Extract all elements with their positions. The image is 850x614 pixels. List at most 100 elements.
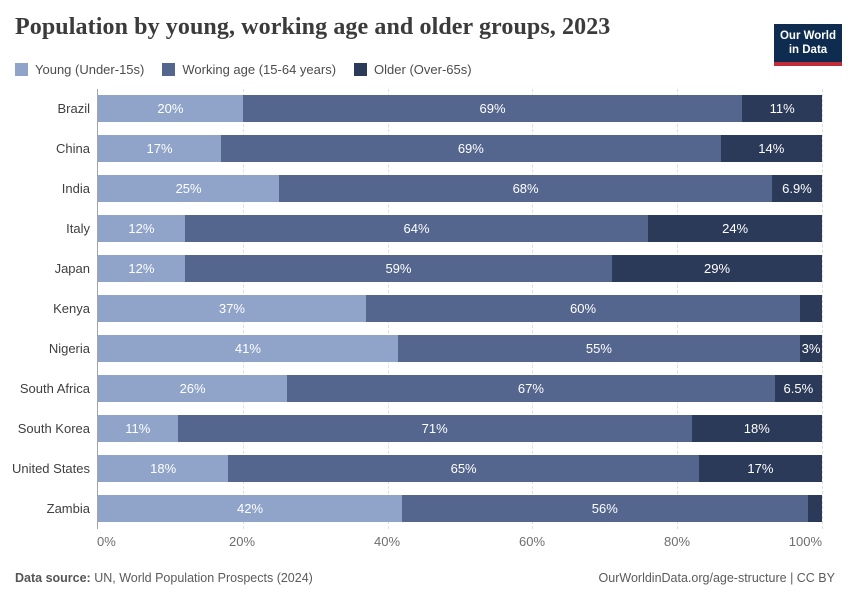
bar-segment[interactable]: 20% xyxy=(98,95,243,122)
bar-segment[interactable]: 59% xyxy=(184,255,613,282)
chart-row: United States 18% 65% 17% xyxy=(12,449,822,489)
chart-row: China 17% 69% 14% xyxy=(56,129,822,169)
category-label: India xyxy=(61,181,90,196)
legend-item[interactable]: Older (Over-65s) xyxy=(354,62,472,77)
bar-value-label: 14% xyxy=(758,141,785,156)
bar-segment[interactable]: 6.9% xyxy=(771,175,822,202)
data-source-note: Data source: UN, World Population Prospe… xyxy=(15,571,313,585)
bar-value-label: 25% xyxy=(175,181,202,196)
bar-segment[interactable]: 25% xyxy=(98,175,280,202)
bar-value-label: 37% xyxy=(218,301,245,316)
owid-logo[interactable]: Our World in Data xyxy=(774,24,842,66)
bar-value-label: 20% xyxy=(157,101,184,116)
bar-segment[interactable]: 3% xyxy=(800,335,822,362)
bar-segment[interactable]: 71% xyxy=(177,415,692,442)
bar-segment[interactable]: 55% xyxy=(397,335,801,362)
stacked-bar: 25% 68% 6.9% xyxy=(98,175,822,202)
chart-row: Nigeria 41% 55% 3% xyxy=(49,329,822,369)
legend-label: Young (Under-15s) xyxy=(35,62,145,77)
bar-segment[interactable]: 11% xyxy=(98,415,178,442)
legend-item[interactable]: Young (Under-15s) xyxy=(15,62,144,77)
stacked-bar: 42% 56% xyxy=(98,495,822,522)
bar-value-label: 42% xyxy=(237,501,264,516)
bar-segment[interactable]: 64% xyxy=(184,215,649,242)
bar-value-label: 59% xyxy=(385,261,412,276)
bar-segment[interactable]: 65% xyxy=(228,455,699,482)
stacked-bar: 12% 64% 24% xyxy=(98,215,822,242)
legend: Young (Under-15s) Working age (15-64 year… xyxy=(15,62,835,77)
category-label: United States xyxy=(11,461,90,476)
x-tick-label: 60% xyxy=(518,534,546,549)
stacked-bar: 26% 67% 6.5% xyxy=(98,375,822,402)
category-label: Japan xyxy=(54,261,90,276)
stacked-bar: 18% 65% 17% xyxy=(98,455,822,482)
x-tick-label: 0% xyxy=(97,534,116,549)
bar-segment[interactable]: 18% xyxy=(98,455,229,482)
chart-row: India 25% 68% 6.9% xyxy=(62,169,822,209)
bar-segment[interactable]: 6.5% xyxy=(774,375,822,402)
stacked-bar: 11% 71% 18% xyxy=(98,415,822,442)
legend-label: Working age (15-64 years) xyxy=(182,62,337,77)
bar-segment[interactable]: 12% xyxy=(98,215,185,242)
bar-segment[interactable]: 26% xyxy=(98,375,288,402)
bar-value-label: 56% xyxy=(591,501,618,516)
bar-segment[interactable]: 42% xyxy=(98,495,403,522)
stacked-bar-chart: Brazil 20% 69% 11% China 17% 69% 14% India 25% 68%… xyxy=(12,89,823,529)
bar-segment[interactable]: 24% xyxy=(648,215,822,242)
bar-value-label: 11% xyxy=(125,421,151,436)
bar-segment[interactable]: 69% xyxy=(221,135,721,162)
bar-segment[interactable]: 67% xyxy=(287,375,775,402)
bar-value-label: 69% xyxy=(457,141,484,156)
category-label: Brazil xyxy=(57,101,90,116)
bar-value-label: 17% xyxy=(146,141,173,156)
bar-value-label: 12% xyxy=(128,221,155,236)
category-label: Kenya xyxy=(53,301,90,316)
chart-row: Italy 12% 64% 24% xyxy=(66,209,822,249)
chart-row: Kenya 37% 60% xyxy=(53,289,822,329)
bar-segment[interactable]: 12% xyxy=(98,255,185,282)
legend-swatch-icon xyxy=(15,63,28,76)
bar-value-label: 18% xyxy=(743,421,770,436)
data-source-value: UN, World Population Prospects (2024) xyxy=(90,571,313,585)
bar-segment[interactable]: 18% xyxy=(691,415,822,442)
bar-value-label: 60% xyxy=(570,301,597,316)
chart-row: Japan 12% 59% 29% xyxy=(55,249,822,289)
bar-segment[interactable]: 29% xyxy=(612,255,822,282)
bar-segment[interactable]: 60% xyxy=(365,295,801,322)
chart-row: Zambia 42% 56% xyxy=(47,489,822,529)
bar-segment[interactable]: 68% xyxy=(279,175,772,202)
attribution-link[interactable]: OurWorldinData.org/age-structure | CC BY xyxy=(598,571,835,585)
x-tick-label: 20% xyxy=(228,534,256,549)
bar-value-label: 55% xyxy=(585,341,612,356)
bar-value-label: 3% xyxy=(801,341,821,356)
legend-swatch-icon xyxy=(162,63,176,76)
bar-segment[interactable] xyxy=(807,495,822,522)
bar-segment[interactable]: 56% xyxy=(402,495,808,522)
bar-value-label: 17% xyxy=(747,461,774,476)
category-label: South Africa xyxy=(19,381,90,396)
bar-segment[interactable]: 14% xyxy=(720,135,822,162)
category-label: China xyxy=(56,141,90,156)
logo-line1: Our World xyxy=(779,30,836,42)
bar-segment[interactable]: 69% xyxy=(242,95,743,122)
bar-value-label: 68% xyxy=(512,181,539,196)
chart-row: Brazil 20% 69% 11% xyxy=(57,89,822,129)
bar-segment[interactable]: 17% xyxy=(98,135,222,162)
category-label: Italy xyxy=(66,221,90,236)
bar-value-label: 71% xyxy=(421,421,448,436)
legend-swatch-icon xyxy=(354,63,368,76)
stacked-bar: 37% 60% xyxy=(98,295,822,322)
bar-value-label: 64% xyxy=(403,221,430,236)
bar-value-label: 26% xyxy=(179,381,206,396)
bar-segment[interactable]: 17% xyxy=(698,455,822,482)
page-title: Population by young, working age and old… xyxy=(15,14,611,40)
bar-segment[interactable]: 37% xyxy=(98,295,366,322)
bar-value-label: 12% xyxy=(128,261,155,276)
bar-segment[interactable] xyxy=(800,295,822,322)
bar-segment[interactable]: 11% xyxy=(742,95,822,122)
bar-segment[interactable]: 41% xyxy=(98,335,398,362)
stacked-bar: 17% 69% 14% xyxy=(98,135,822,162)
legend-item[interactable]: Working age (15-64 years) xyxy=(162,62,336,77)
legend-label: Older (Over-65s) xyxy=(374,62,472,77)
x-axis: 0% 20% 40% 60% 80% 100% xyxy=(97,534,822,554)
